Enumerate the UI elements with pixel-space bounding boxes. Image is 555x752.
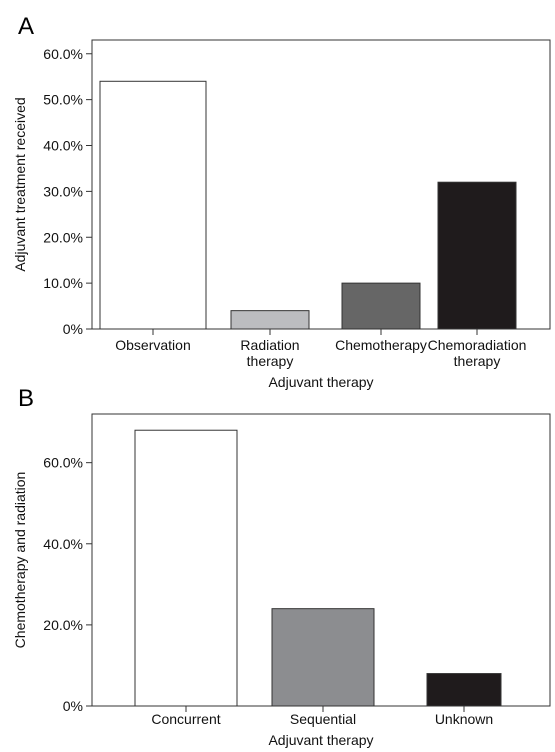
- x-tick-label: Unknown: [435, 711, 493, 727]
- x-tick-label: Sequential: [290, 711, 356, 727]
- y-tick-label: 0%: [63, 321, 83, 337]
- chart-b: 0% 20.0% 40.0% 60.0% Concurrent Sequential Unk…: [12, 413, 551, 748]
- y-tick-label: 0%: [63, 698, 83, 714]
- bar: [134, 429, 238, 707]
- y-tick-label: 60.0%: [43, 455, 83, 471]
- x-tick-label: Concurrent: [151, 711, 220, 727]
- x-tick-label: Chemoradiation therapy: [428, 337, 527, 369]
- x-axis-title: Adjuvant therapy: [268, 374, 373, 390]
- chart-a: 0% 10.0% 20.0% 30.0% 40.0% 50.0% 60.0% Observat…: [12, 39, 551, 390]
- y-tick-label: 60.0%: [43, 46, 83, 62]
- y-tick-label: 50.0%: [43, 92, 83, 108]
- x-tick-label: Chemotherapy: [335, 337, 427, 353]
- plot-frame-a: [91, 39, 551, 330]
- bar: [99, 80, 207, 330]
- x-tick-label: Observation: [115, 337, 190, 353]
- bar: [271, 608, 375, 707]
- bar: [437, 181, 517, 330]
- y-tick-label: 30.0%: [43, 183, 83, 199]
- bar: [341, 282, 421, 330]
- bar: [426, 673, 502, 707]
- y-tick-label: 20.0%: [43, 617, 83, 633]
- y-axis-title: Adjuvant treatment received: [12, 97, 28, 271]
- y-tick-label: 40.0%: [43, 138, 83, 154]
- panel-label-b: B: [18, 385, 34, 412]
- x-tick-label: Radiation therapy: [240, 337, 299, 369]
- y-axis-title: Chemotherapy and radiation: [12, 472, 28, 649]
- panel-label-a: A: [18, 13, 34, 40]
- y-tick-label: 40.0%: [43, 536, 83, 552]
- bar: [230, 310, 310, 330]
- x-axis-title: Adjuvant therapy: [268, 732, 373, 748]
- y-tick-label: 20.0%: [43, 229, 83, 245]
- y-tick-label: 10.0%: [43, 275, 83, 291]
